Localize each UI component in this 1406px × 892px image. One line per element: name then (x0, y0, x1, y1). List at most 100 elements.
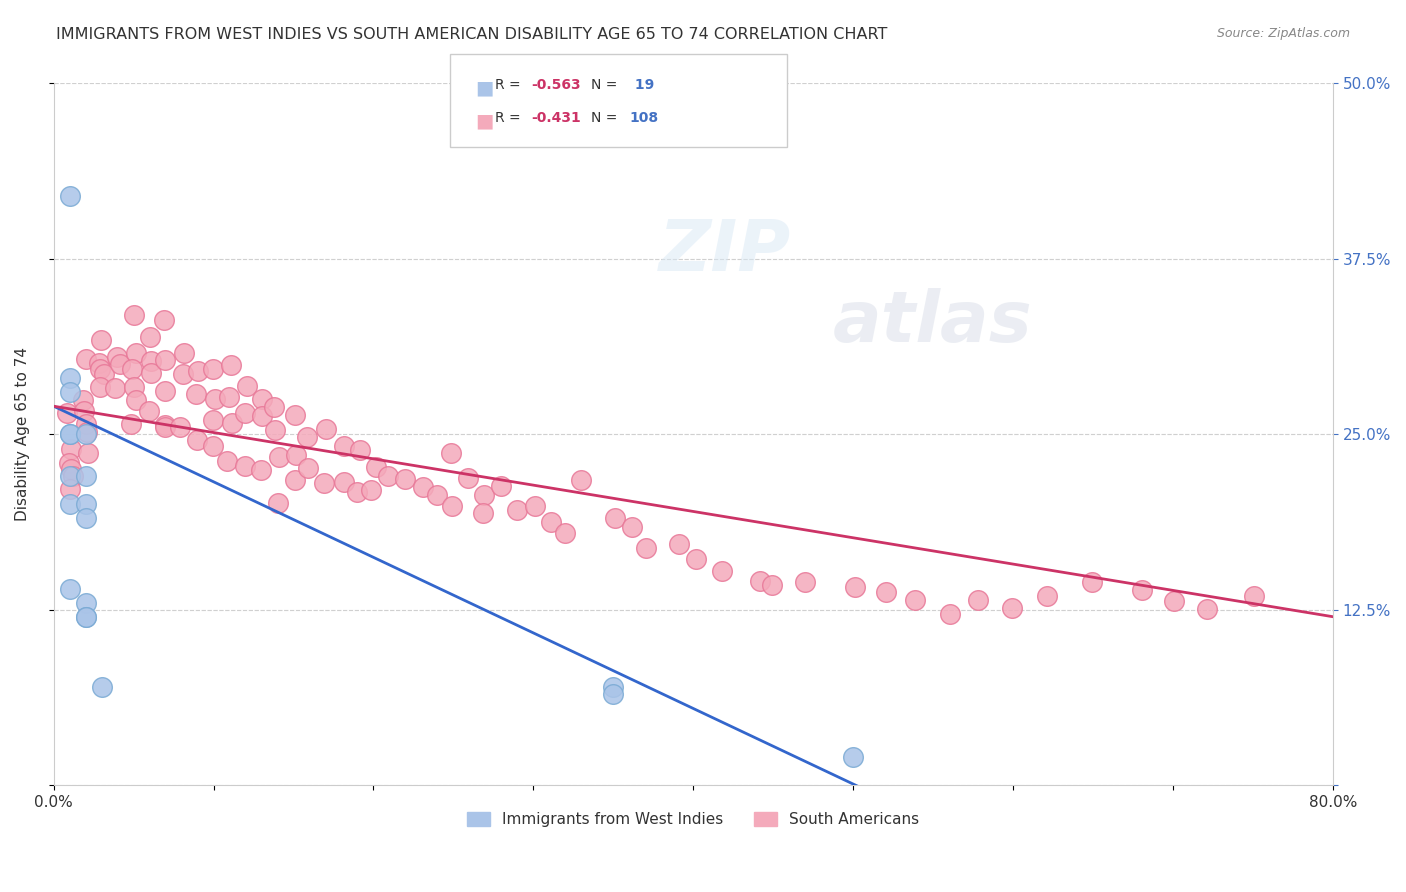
South Americans (349, 443, 371, 458)
South Americans (73, 404, 96, 418)
South Americans (60, 442, 83, 457)
Immigrants from West Indies (602, 680, 624, 694)
South Americans (636, 541, 658, 556)
South Americans (540, 515, 562, 529)
South Americans (169, 419, 191, 434)
South Americans (93, 367, 115, 381)
South Americans (346, 484, 368, 499)
South Americans (939, 607, 962, 621)
South Americans (120, 417, 142, 432)
Immigrants from West Indies (59, 498, 82, 512)
Text: 108: 108 (630, 112, 659, 126)
South Americans (60, 461, 83, 475)
South Americans (75, 417, 97, 431)
South Americans (794, 575, 817, 590)
South Americans (250, 463, 273, 477)
South Americans (333, 475, 356, 490)
Immigrants from West Indies (75, 511, 97, 525)
South Americans (364, 459, 387, 474)
South Americans (267, 450, 290, 465)
South Americans (312, 475, 335, 490)
South Americans (90, 333, 112, 347)
South Americans (122, 309, 145, 323)
South Americans (263, 424, 285, 438)
South Americans (569, 473, 592, 487)
South Americans (1081, 575, 1104, 590)
Immigrants from West Indies (75, 596, 97, 610)
South Americans (155, 352, 177, 367)
South Americans (201, 413, 224, 427)
South Americans (204, 392, 226, 406)
South Americans (441, 500, 464, 514)
South Americans (236, 379, 259, 393)
South Americans (184, 387, 207, 401)
South Americans (125, 393, 148, 408)
South Americans (315, 421, 337, 435)
Immigrants from West Indies (59, 188, 82, 202)
Immigrants from West Indies (90, 680, 112, 694)
Immigrants from West Indies (75, 498, 97, 512)
Text: N =: N = (591, 78, 621, 93)
South Americans (1163, 594, 1185, 608)
South Americans (603, 511, 626, 525)
South Americans (297, 460, 319, 475)
Y-axis label: Disability Age 65 to 74: Disability Age 65 to 74 (15, 347, 30, 521)
South Americans (121, 361, 143, 376)
South Americans (87, 356, 110, 370)
South Americans (1001, 600, 1024, 615)
South Americans (110, 357, 132, 371)
South Americans (266, 496, 288, 510)
South Americans (219, 358, 242, 372)
Immigrants from West Indies (602, 687, 624, 701)
Immigrants from West Indies (59, 427, 82, 442)
South Americans (141, 354, 163, 368)
Text: ■: ■ (475, 112, 494, 130)
South Americans (285, 448, 308, 462)
South Americans (440, 445, 463, 459)
South Americans (426, 488, 449, 502)
South Americans (76, 425, 98, 439)
South Americans (187, 364, 209, 378)
South Americans (201, 362, 224, 376)
South Americans (75, 352, 97, 367)
Legend: Immigrants from West Indies, South Americans: Immigrants from West Indies, South Ameri… (461, 806, 925, 834)
South Americans (250, 409, 273, 423)
South Americans (56, 406, 79, 420)
South Americans (58, 456, 80, 470)
South Americans (139, 366, 162, 380)
South Americans (412, 480, 434, 494)
South Americans (489, 479, 512, 493)
Immigrants from West Indies (75, 469, 97, 483)
South Americans (173, 346, 195, 360)
Text: R =: R = (495, 78, 524, 93)
South Americans (761, 578, 783, 592)
South Americans (62, 468, 84, 483)
South Americans (748, 574, 770, 588)
Immigrants from West Indies (75, 609, 97, 624)
South Americans (103, 381, 125, 395)
South Americans (472, 506, 495, 520)
Text: R =: R = (495, 112, 524, 126)
South Americans (202, 438, 225, 452)
South Americans (506, 503, 529, 517)
South Americans (377, 468, 399, 483)
South Americans (620, 519, 643, 533)
South Americans (457, 471, 479, 485)
Text: N =: N = (591, 112, 621, 126)
South Americans (89, 380, 111, 394)
South Americans (904, 593, 927, 607)
South Americans (138, 404, 160, 418)
South Americans (1036, 589, 1059, 603)
South Americans (76, 446, 98, 460)
South Americans (1195, 602, 1218, 616)
South Americans (138, 330, 160, 344)
South Americans (711, 564, 734, 578)
South Americans (217, 454, 239, 468)
South Americans (233, 406, 256, 420)
South Americans (668, 537, 690, 551)
Text: Source: ZipAtlas.com: Source: ZipAtlas.com (1216, 27, 1350, 40)
Text: ZIP: ZIP (659, 218, 792, 286)
South Americans (221, 416, 243, 430)
South Americans (554, 526, 576, 541)
Immigrants from West Indies (59, 427, 82, 442)
